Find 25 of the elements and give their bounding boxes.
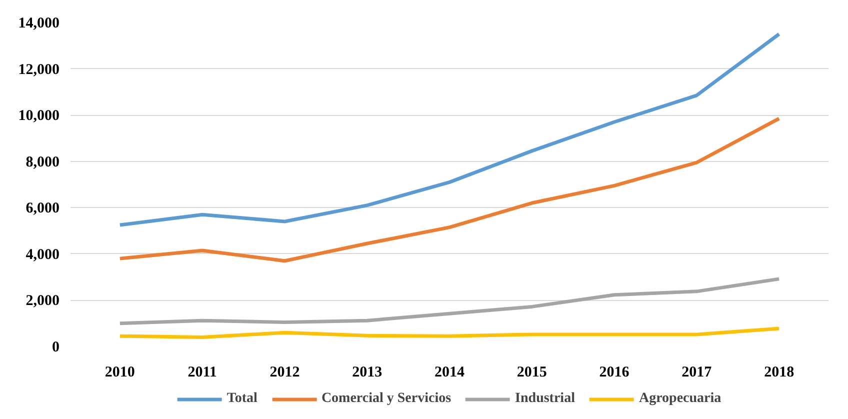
y-tick-label: 12,000 (18, 62, 60, 78)
x-tick-label: 2010 (104, 364, 135, 380)
line-series (118, 277, 781, 326)
x-tick-label: 2018 (764, 364, 794, 380)
x-tick-label: 2012 (270, 364, 300, 380)
legend-label: Industrial (515, 391, 575, 407)
x-tick-label: 2016 (599, 364, 630, 380)
y-tick-label: 8,000 (26, 154, 60, 170)
x-tick-label: 2011 (188, 364, 217, 380)
y-tick-label: 0 (52, 340, 60, 356)
y-tick-label: 4,000 (26, 246, 60, 263)
y-tick-label: 6,000 (26, 200, 60, 217)
x-tick-label: 2014 (434, 364, 465, 380)
y-tick-label: 2,000 (26, 293, 60, 310)
line-series (118, 326, 781, 339)
legend-label: Comercial y Servicios (321, 391, 452, 407)
line-series (118, 116, 781, 263)
legend-label: Agropecuaria (638, 391, 722, 407)
y-tick-label: 10,000 (18, 108, 60, 124)
x-tick-label: 2013 (352, 364, 382, 380)
line-series (118, 32, 781, 227)
legend-label: Total (226, 391, 258, 407)
y-tick-label: 14,000 (18, 16, 60, 32)
x-tick-label: 2017 (682, 364, 712, 380)
x-tick-label: 2015 (516, 364, 547, 380)
